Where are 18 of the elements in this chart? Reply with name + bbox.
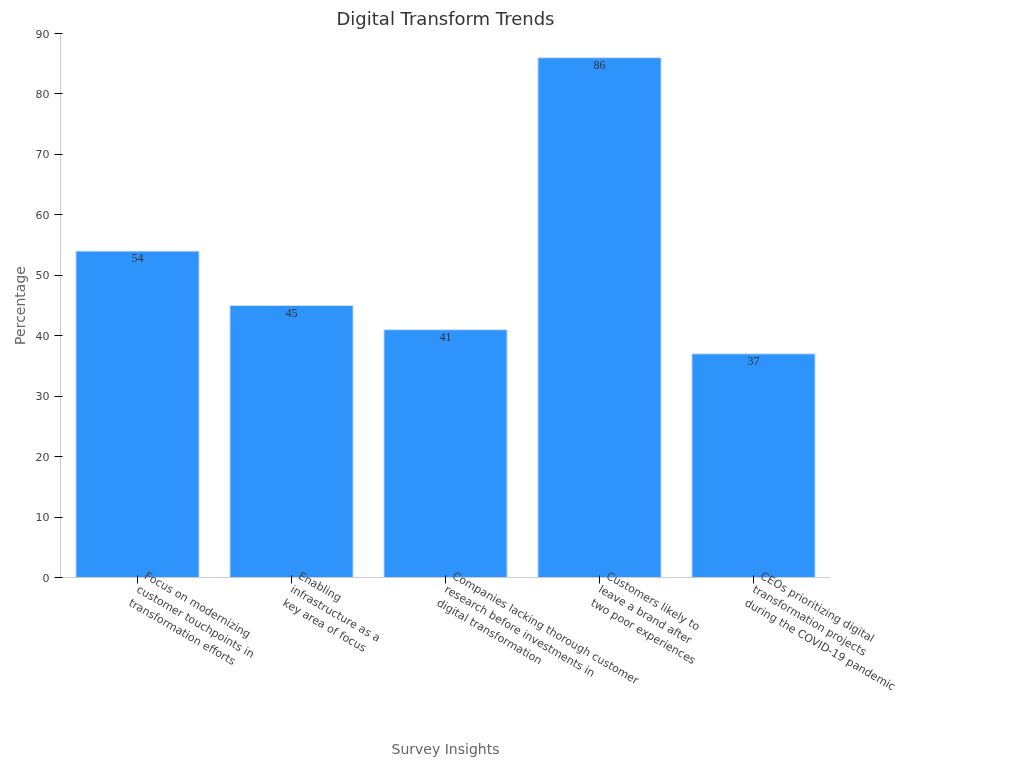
data-label: 45 <box>285 305 298 320</box>
chart-title: Digital Transform Trends <box>336 7 555 29</box>
x-axis-title: Survey Insights <box>391 741 500 758</box>
y-tick-label: 30 <box>35 390 50 404</box>
y-axis-title: Percentage <box>11 266 28 345</box>
y-tick-label: 40 <box>35 329 50 343</box>
data-label: 41 <box>439 329 452 344</box>
y-tick-label: 60 <box>35 208 50 222</box>
data-label: 86 <box>593 57 606 72</box>
y-tick-label: 0 <box>42 571 50 585</box>
y-tick-label: 80 <box>35 87 50 101</box>
data-label: 37 <box>747 353 760 368</box>
y-tick-label: 10 <box>35 511 50 525</box>
y-tick-label: 70 <box>35 148 50 162</box>
data-label: 54 <box>131 251 144 266</box>
y-tick-label: 20 <box>35 450 50 464</box>
y-tick-label: 50 <box>35 269 50 283</box>
y-tick-label: 90 <box>35 27 50 41</box>
